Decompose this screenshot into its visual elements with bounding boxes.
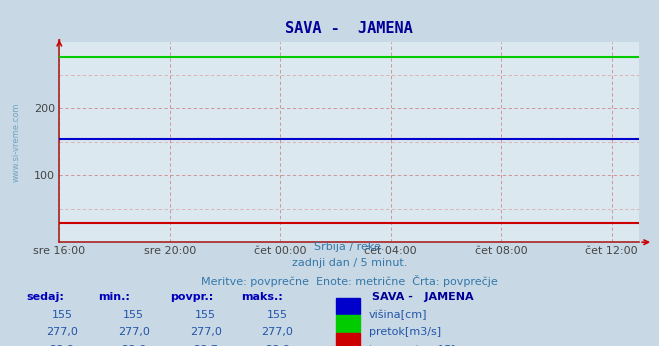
- Text: 28,8: 28,8: [265, 345, 290, 346]
- Text: 277,0: 277,0: [46, 327, 78, 337]
- Text: maks.:: maks.:: [241, 292, 283, 302]
- Text: 155: 155: [123, 310, 144, 320]
- Text: SAVA -   JAMENA: SAVA - JAMENA: [372, 292, 474, 302]
- Text: 28,8: 28,8: [49, 345, 74, 346]
- Text: www.si-vreme.com: www.si-vreme.com: [11, 102, 20, 182]
- Text: pretok[m3/s]: pretok[m3/s]: [368, 327, 441, 337]
- Text: 277,0: 277,0: [118, 327, 150, 337]
- Text: temperatura[C]: temperatura[C]: [368, 345, 456, 346]
- Text: 28,7: 28,7: [193, 345, 218, 346]
- Text: sedaj:: sedaj:: [26, 292, 64, 302]
- Text: 28,6: 28,6: [121, 345, 146, 346]
- Text: Srbija / reke.
zadnji dan / 5 minut.
Meritve: povprečne  Enote: metrične  Črta: : Srbija / reke. zadnji dan / 5 minut. Mer…: [201, 242, 498, 287]
- Text: 277,0: 277,0: [190, 327, 221, 337]
- Text: 277,0: 277,0: [262, 327, 293, 337]
- Bar: [336, 316, 360, 332]
- Text: min.:: min.:: [98, 292, 130, 302]
- Text: 155: 155: [51, 310, 72, 320]
- Title: SAVA -  JAMENA: SAVA - JAMENA: [285, 21, 413, 36]
- Bar: [336, 298, 360, 314]
- Text: 155: 155: [267, 310, 288, 320]
- Text: višina[cm]: višina[cm]: [368, 310, 427, 320]
- Bar: [336, 333, 360, 346]
- Text: 155: 155: [195, 310, 216, 320]
- Text: povpr.:: povpr.:: [170, 292, 213, 302]
